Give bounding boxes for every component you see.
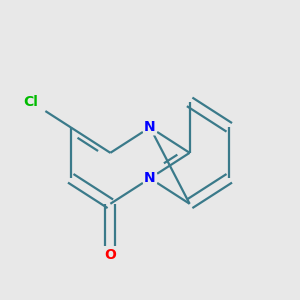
Text: O: O [104,248,116,262]
Text: N: N [144,120,156,134]
Text: N: N [144,171,156,185]
Text: Cl: Cl [24,95,38,109]
